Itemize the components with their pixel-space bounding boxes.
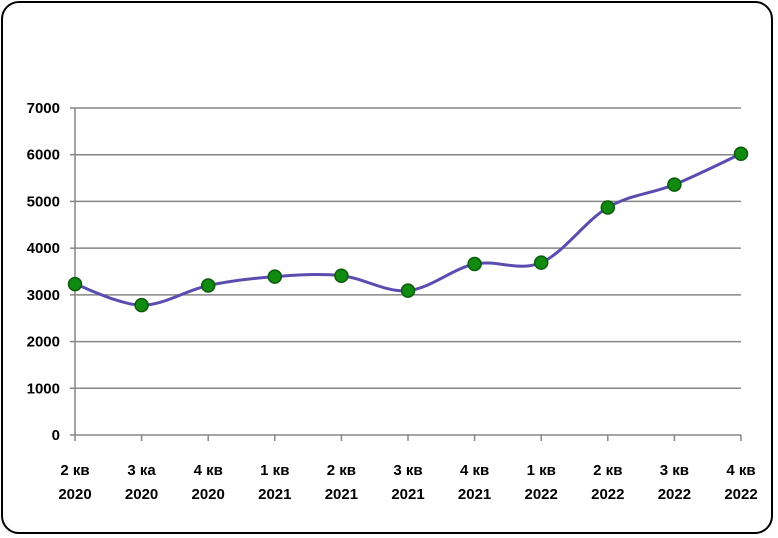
y-tick-labels: 0 1000 2000 3000 4000 5000 6000 7000 [27, 100, 60, 444]
y-tick-label: 3000 [27, 287, 60, 304]
data-point [600, 200, 616, 215]
x-tick-label-quarter: 2 кв [327, 462, 356, 479]
x-tick-label-year: 2021 [258, 486, 291, 503]
x-tick-label-quarter: 3 кв [660, 462, 689, 479]
gridlines [75, 107, 741, 390]
x-tick-label-year: 2021 [391, 486, 424, 503]
x-tick-label-year: 2022 [658, 486, 691, 503]
data-point [134, 297, 149, 313]
y-tick-label: 5000 [27, 193, 60, 210]
x-tick-label-quarter: 4 кв [460, 462, 489, 479]
x-tick-label-year: 2020 [192, 486, 225, 503]
y-tick-label: 0 [52, 427, 60, 444]
x-tick-label-quarter: 3 ка [127, 462, 156, 479]
data-point [200, 278, 216, 293]
data-points [67, 146, 749, 313]
x-tick-label-quarter: 1 кв [260, 462, 289, 479]
x-tick-label-year: 2021 [325, 486, 358, 503]
series-line [74, 152, 742, 307]
data-point [667, 177, 682, 192]
axes [70, 107, 742, 441]
data-point [267, 269, 283, 284]
x-tick-labels: 2 кв 2020 3 ка 2020 4 кв 2020 1 кв 2021 2 кв 2021… [58, 462, 757, 503]
x-tick-label-quarter: 3 кв [393, 462, 422, 479]
y-tick-label: 1000 [27, 380, 60, 397]
x-tick-label-quarter: 2 кв [593, 462, 622, 479]
x-tick-label-year: 2022 [724, 486, 757, 503]
data-point [467, 256, 482, 272]
data-point [533, 255, 549, 270]
y-tick-label: 7000 [27, 100, 60, 117]
y-tick-label: 2000 [27, 334, 60, 351]
data-point [67, 276, 83, 292]
x-tick-label-quarter: 1 кв [527, 462, 556, 479]
x-tick-label-year: 2020 [125, 486, 158, 503]
x-tick-label-year: 2021 [458, 486, 491, 503]
data-point [334, 268, 349, 283]
data-point [733, 146, 749, 162]
x-tick-label-quarter: 2 кв [60, 462, 89, 479]
y-tick-label: 4000 [27, 240, 60, 257]
x-tick-label-year: 2022 [525, 486, 558, 503]
x-tick-label-year: 2022 [591, 486, 624, 503]
x-tick-label-year: 2020 [58, 486, 91, 503]
x-tick-label-quarter: 4 кв [194, 462, 223, 479]
x-tick-label-quarter: 4 кв [726, 462, 755, 479]
y-tick-label: 6000 [27, 147, 60, 164]
data-point [400, 283, 416, 298]
